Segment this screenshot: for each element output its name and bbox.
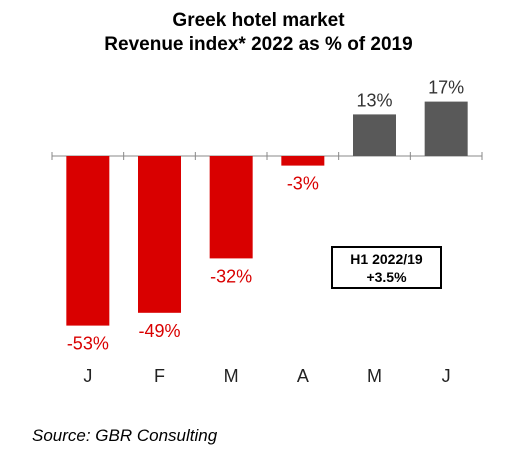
summary-box-value: +3.5% — [366, 269, 407, 285]
bar-5 — [353, 114, 396, 156]
x-tick-label-3: M — [224, 366, 239, 386]
data-label-5: 13% — [356, 90, 392, 110]
bar-3 — [209, 156, 253, 259]
bar-1 — [66, 156, 110, 326]
bar-2 — [138, 156, 181, 313]
summary-box-period: H1 2022/19 — [350, 251, 423, 267]
data-label-3: -32% — [210, 266, 252, 286]
data-label-4: -3% — [287, 174, 319, 194]
x-tick-label-6: J — [442, 366, 451, 386]
x-tick-label-1: J — [83, 366, 92, 386]
source-note: Source: GBR Consulting — [32, 426, 218, 445]
chart-subtitle: Revenue index* 2022 as % of 2019 — [104, 34, 413, 55]
x-tick-label-2: F — [154, 366, 165, 386]
data-label-2: -49% — [138, 321, 180, 341]
x-tick-label-5: M — [367, 366, 382, 386]
data-label-1: -53% — [67, 334, 109, 354]
bar-6 — [424, 101, 468, 156]
chart-title: Greek hotel market — [172, 10, 345, 31]
data-label-6: 17% — [428, 78, 464, 98]
x-tick-label-4: A — [297, 366, 309, 386]
bar-4 — [281, 156, 325, 166]
summary-box: H1 2022/19 +3.5% — [331, 246, 442, 289]
